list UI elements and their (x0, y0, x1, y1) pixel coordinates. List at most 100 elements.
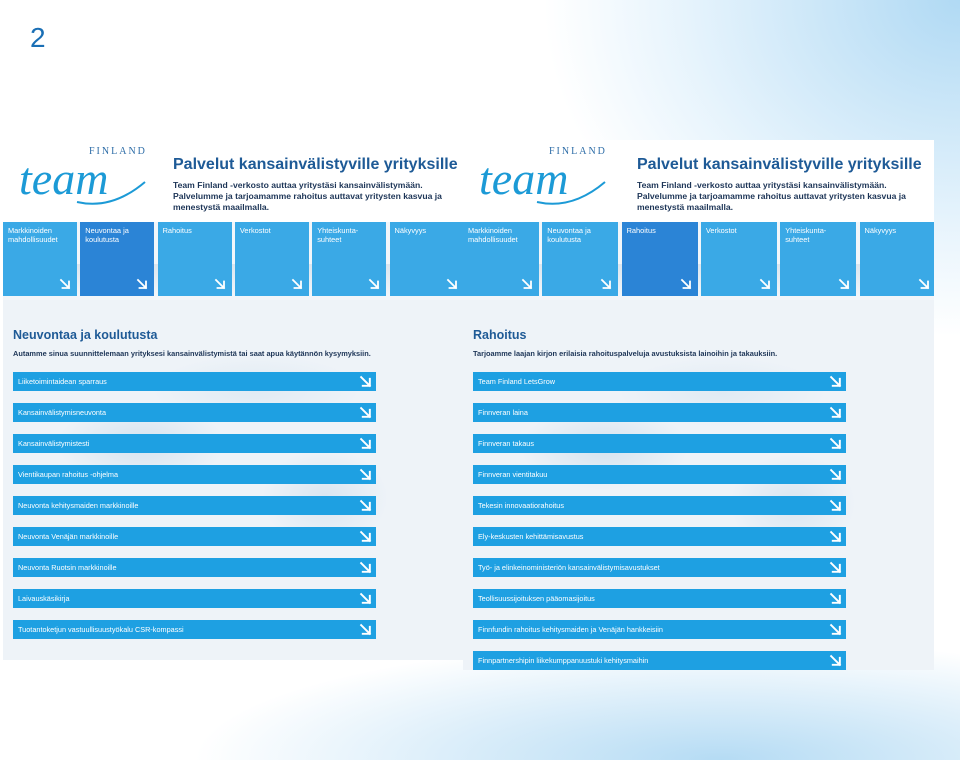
arrow-down-right-icon (829, 654, 842, 667)
arrow-down-right-icon (918, 278, 929, 290)
nav-tile[interactable]: Neuvontaa ja koulutusta (542, 222, 619, 296)
nav-tile[interactable]: Näkyvyys (859, 222, 934, 296)
nav-tile-label: Rahoitus (626, 226, 656, 235)
section-description: Autamme sinua suunnittelemaan yrityksesi… (13, 349, 371, 358)
nav-tiles: Markkinoiden mahdollisuudet Neuvontaa ja ko… (3, 222, 463, 296)
arrow-down-right-icon (214, 278, 225, 290)
arrow-down-right-icon (829, 530, 842, 543)
link-item[interactable]: Liiketoimintaidean sparraus (13, 372, 376, 391)
arrow-down-right-icon (829, 375, 842, 388)
link-item[interactable]: Työ- ja elinkeinoministeriön kansainväli… (473, 558, 846, 577)
arrow-down-right-icon (829, 499, 842, 512)
link-label: Team Finland LetsGrow (478, 377, 556, 386)
link-item[interactable]: Finnveran laina (473, 403, 846, 422)
logo-finland-text: FINLAND (549, 146, 607, 157)
link-item[interactable]: Vientikaupan rahoitus -ohjelma (13, 465, 376, 484)
link-label: Laivauskäsikirja (18, 594, 70, 603)
nav-tile-label: suhteet (785, 235, 810, 244)
arrow-down-right-icon (680, 278, 691, 290)
arrow-down-right-icon (829, 437, 842, 450)
nav-tile-label: mahdollisuudet (468, 235, 518, 244)
header-title: Palvelut kansainvälistyville yrityksille (173, 156, 458, 173)
screenshot-panel-left: FINLAND team Palvelut kansainvälistyvill… (3, 140, 463, 660)
arrow-down-right-icon (838, 278, 850, 290)
nav-tile[interactable]: Yhteiskunta-suhteet (312, 222, 387, 296)
link-item[interactable]: Finnfundin rahoitus kehitysmaiden ja Ven… (473, 620, 846, 639)
link-item[interactable]: Team Finland LetsGrow (473, 372, 846, 391)
nav-tile[interactable]: Yhteiskunta-suhteet (780, 222, 857, 296)
header-desc-line: Palvelumme ja tarjoamamme rahoitus autta… (173, 190, 442, 201)
nav-tile-label: suhteet (317, 235, 342, 244)
link-label: Ely-keskusten kehittämisavustus (478, 532, 584, 541)
link-item[interactable]: Neuvonta Venäjän markkinoille (13, 527, 376, 546)
arrow-down-right-icon (601, 278, 612, 290)
link-item[interactable]: Neuvonta Ruotsin markkinoille (13, 558, 376, 577)
nav-tile[interactable]: Markkinoiden mahdollisuudet (3, 222, 77, 296)
nav-tile-label: Näkyvyys (864, 226, 897, 235)
link-label: Finnveran vientitakuu (478, 470, 548, 479)
header-desc-line: menestystä maailmalla. (173, 201, 270, 212)
link-label: Finnfundin rahoitus kehitysmaiden ja Ven… (478, 625, 663, 634)
nav-tile[interactable]: Verkostot (700, 222, 777, 296)
arrow-down-right-icon (368, 278, 380, 290)
nav-tile-label: Verkostot (705, 226, 737, 235)
section-title: Rahoitus (473, 328, 527, 342)
section-description: Tarjoamme laajan kirjon erilaisia rahoit… (473, 349, 778, 358)
link-label: Teollisuussijoituksen pääomasijoitus (478, 594, 595, 603)
link-item[interactable]: Finnveran vientitakuu (473, 465, 846, 484)
link-item[interactable]: Kansainvälistymistesti (13, 434, 376, 453)
link-label: Työ- ja elinkeinoministeriön kansainväli… (478, 563, 660, 572)
nav-tile-label: Yhteiskunta- (785, 226, 827, 235)
team-finland-logo[interactable]: FINLAND team (477, 144, 617, 210)
slide-number: 2 (30, 22, 46, 53)
arrow-down-right-icon (759, 278, 771, 290)
arrow-down-right-icon (359, 375, 372, 388)
link-item[interactable]: Tuotantoketjun vastuullisuustyökalu CSR-… (13, 620, 376, 639)
link-item[interactable]: Neuvonta kehitysmaiden markkinoille (13, 496, 376, 515)
logo-team-wordmark: team (479, 153, 606, 205)
link-item[interactable]: Laivauskäsikirja (13, 589, 376, 608)
nav-tile-label: Verkostot (239, 226, 271, 235)
link-item[interactable]: Finnveran takaus (473, 434, 846, 453)
nav-tile[interactable]: Markkinoiden mahdollisuudet (463, 222, 539, 296)
link-item[interactable]: Tekesin innovaatiorahoitus (473, 496, 846, 515)
arrow-down-right-icon (359, 406, 372, 419)
link-item[interactable]: Kansainvälistymisneuvonta (13, 403, 376, 422)
arrow-down-right-icon (137, 278, 148, 290)
nav-tile[interactable]: Rahoitus (621, 222, 698, 296)
nav-tile-label: koulutusta (85, 235, 119, 244)
nav-tile[interactable]: Rahoitus (157, 222, 232, 296)
arrow-down-right-icon (446, 278, 457, 290)
header-desc-line: Palvelumme ja tarjoamamme rahoitus autta… (637, 190, 906, 201)
arrow-down-right-icon (829, 592, 842, 605)
nav-tile-label: Markkinoiden (8, 226, 52, 235)
nav-tile[interactable]: Näkyvyys (389, 222, 463, 296)
arrow-down-right-icon (359, 437, 372, 450)
nav-tile-label: Näkyvyys (394, 226, 427, 235)
nav-tile-label: Rahoitus (162, 226, 192, 235)
link-item[interactable]: Ely-keskusten kehittämisavustus (473, 527, 846, 546)
nav-tile-label: mahdollisuudet (8, 235, 58, 244)
link-label: Finnpartnershipin liikekumppanuustuki ke… (478, 656, 649, 665)
arrow-down-right-icon (59, 278, 71, 290)
nav-tiles: Markkinoiden mahdollisuudet Neuvontaa ja ko… (463, 222, 934, 296)
nav-tile[interactable]: Neuvontaa ja koulutusta (80, 222, 155, 296)
nav-tile-label: Neuvontaa ja (85, 226, 129, 235)
link-label: Vientikaupan rahoitus -ohjelma (18, 470, 119, 479)
link-label: Tuotantoketjun vastuullisuustyökalu CSR-… (18, 625, 184, 634)
link-label: Neuvonta kehitysmaiden markkinoille (18, 501, 139, 510)
team-finland-logo[interactable]: FINLAND team (17, 144, 157, 210)
nav-tile[interactable]: Verkostot (234, 222, 309, 296)
link-label: Kansainvälistymisneuvonta (18, 408, 107, 417)
link-item[interactable]: Finnpartnershipin liikekumppanuustuki ke… (473, 651, 846, 670)
link-item[interactable]: Teollisuussijoituksen pääomasijoitus (473, 589, 846, 608)
arrow-down-right-icon (359, 592, 372, 605)
section-title: Neuvontaa ja koulutusta (13, 328, 158, 342)
arrow-down-right-icon (359, 499, 372, 512)
nav-tile-label: Markkinoiden (468, 226, 512, 235)
header-desc-line: Team Finland -verkosto auttaa yritystäsi… (637, 180, 887, 190)
link-label: Kansainvälistymistesti (18, 439, 90, 448)
header-description: Team Finland -verkosto auttaa yritystäsi… (173, 180, 463, 212)
arrow-down-right-icon (829, 406, 842, 419)
link-label: Neuvonta Venäjän markkinoille (18, 532, 119, 541)
